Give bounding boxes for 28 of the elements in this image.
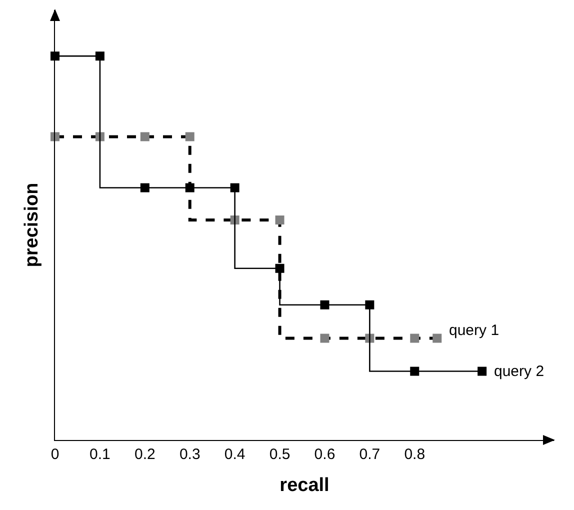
x-tick-label: 0.2 bbox=[134, 446, 156, 464]
point bbox=[320, 334, 330, 343]
point bbox=[230, 183, 240, 192]
point bbox=[432, 334, 442, 343]
point bbox=[140, 183, 150, 192]
point bbox=[275, 216, 284, 225]
x-tick-label: 0 bbox=[50, 446, 60, 464]
series-label: query 2 bbox=[494, 363, 544, 380]
point bbox=[275, 264, 284, 273]
x-tick-label: 0.1 bbox=[90, 446, 110, 464]
point bbox=[478, 366, 487, 376]
point bbox=[410, 366, 420, 376]
x-tick-label: 0.6 bbox=[314, 446, 336, 464]
point bbox=[185, 132, 194, 142]
point bbox=[140, 132, 150, 142]
point bbox=[365, 300, 374, 310]
x-tick-label: 0.5 bbox=[269, 446, 290, 464]
point bbox=[95, 52, 104, 61]
x-tick-label: 0.7 bbox=[359, 446, 380, 464]
series-label: query 1 bbox=[449, 322, 500, 339]
x-tick-label: 0.3 bbox=[179, 446, 200, 464]
y-axis-title: precision bbox=[22, 182, 43, 268]
x-axis-title: recall bbox=[280, 474, 330, 496]
x-tick-label: 0.4 bbox=[224, 446, 246, 464]
point bbox=[410, 334, 420, 343]
point bbox=[185, 183, 194, 192]
point bbox=[320, 300, 330, 310]
x-tick-label: 0.8 bbox=[404, 446, 426, 464]
